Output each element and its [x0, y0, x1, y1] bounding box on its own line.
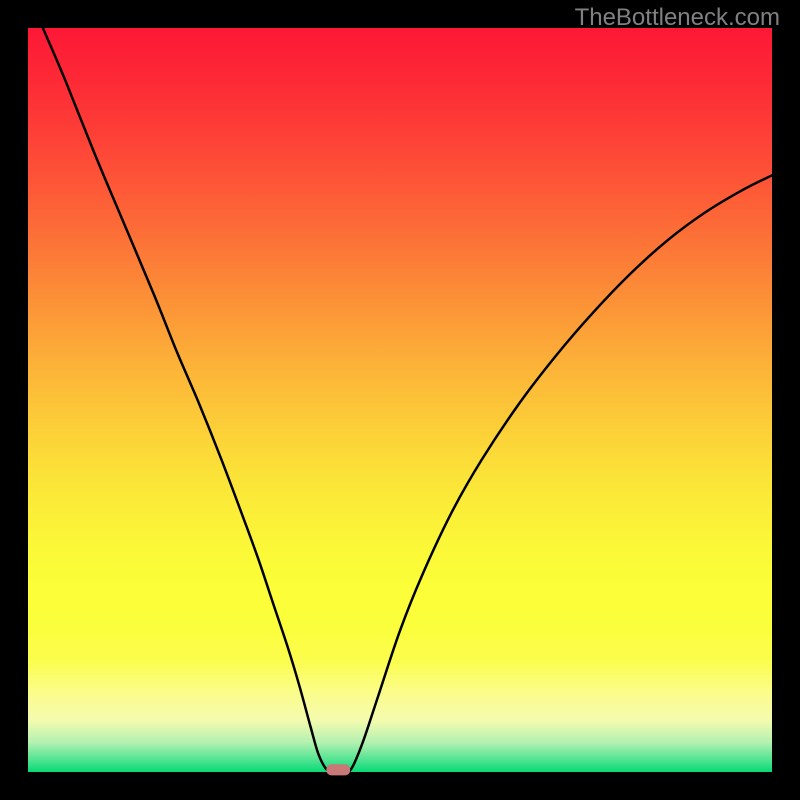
chart-stage: TheBottleneck.com [0, 0, 800, 800]
watermark-text: TheBottleneck.com [575, 4, 780, 32]
bottleneck-chart [0, 0, 800, 800]
bottleneck-marker [326, 764, 350, 775]
chart-background [28, 28, 772, 772]
